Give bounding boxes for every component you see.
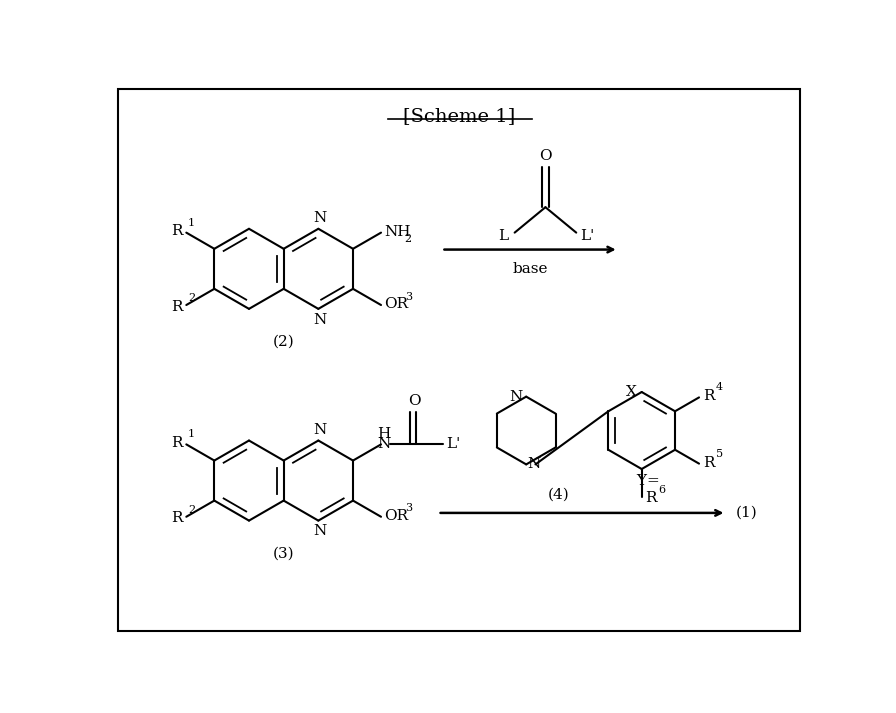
Text: X: X bbox=[625, 385, 636, 399]
Text: =: = bbox=[646, 474, 659, 488]
Text: Y: Y bbox=[637, 474, 647, 488]
Text: R: R bbox=[171, 436, 183, 450]
Text: L': L' bbox=[446, 436, 461, 451]
Text: [Scheme 1]: [Scheme 1] bbox=[403, 107, 515, 125]
Text: 2: 2 bbox=[188, 505, 195, 515]
Text: R: R bbox=[702, 389, 714, 403]
Text: N: N bbox=[528, 458, 541, 471]
Text: O: O bbox=[408, 394, 420, 409]
Text: (1): (1) bbox=[736, 506, 757, 520]
Text: L: L bbox=[498, 229, 508, 242]
Text: 3: 3 bbox=[405, 503, 412, 513]
Text: 5: 5 bbox=[716, 449, 723, 459]
Text: 4: 4 bbox=[716, 382, 723, 392]
Text: 3: 3 bbox=[405, 292, 412, 302]
Text: R: R bbox=[171, 511, 183, 525]
Text: N: N bbox=[314, 312, 326, 327]
Text: N: N bbox=[314, 524, 326, 538]
Text: 1: 1 bbox=[188, 429, 195, 439]
Text: N: N bbox=[509, 389, 522, 404]
Text: 1: 1 bbox=[188, 217, 195, 227]
Text: 6: 6 bbox=[659, 485, 666, 495]
Text: L': L' bbox=[580, 229, 594, 242]
Text: R: R bbox=[702, 456, 714, 470]
Text: O: O bbox=[539, 150, 552, 163]
Text: OR: OR bbox=[384, 509, 409, 523]
Text: N: N bbox=[314, 211, 326, 225]
Text: R: R bbox=[645, 491, 657, 506]
Text: NH: NH bbox=[384, 225, 410, 239]
Text: R: R bbox=[171, 224, 183, 238]
Text: N: N bbox=[377, 436, 391, 451]
Text: 2: 2 bbox=[188, 293, 195, 303]
Text: OR: OR bbox=[384, 297, 409, 312]
Text: base: base bbox=[513, 262, 547, 276]
Text: R: R bbox=[171, 299, 183, 314]
Text: H: H bbox=[377, 426, 391, 441]
Text: 2: 2 bbox=[404, 234, 411, 244]
Text: (3): (3) bbox=[272, 547, 295, 560]
Text: (2): (2) bbox=[272, 335, 295, 349]
Text: N: N bbox=[314, 423, 326, 437]
Text: (4): (4) bbox=[548, 488, 570, 502]
